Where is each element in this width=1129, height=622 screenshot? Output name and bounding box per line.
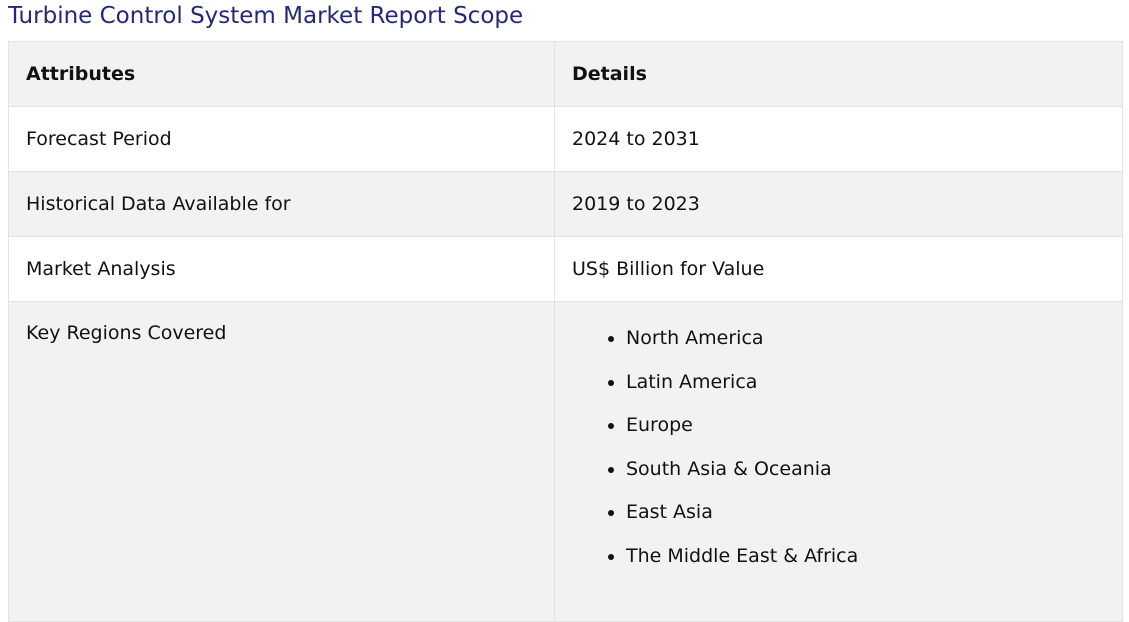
column-header-attributes: Attributes	[8, 41, 555, 107]
page-title: Turbine Control System Market Report Sco…	[8, 3, 524, 29]
table-row: Market Analysis US$ Billion for Value	[8, 236, 1123, 302]
detail-cell: North America Latin America Europe South…	[554, 301, 1123, 622]
region-list-item: East Asia	[626, 501, 1105, 524]
region-list-item: North America	[626, 327, 1105, 350]
detail-cell: 2019 to 2023	[554, 171, 1123, 237]
table-header-row: Attributes Details	[8, 41, 1123, 107]
attribute-cell: Forecast Period	[8, 106, 555, 172]
column-header-details: Details	[554, 41, 1123, 107]
table-row: Historical Data Available for 2019 to 20…	[8, 171, 1123, 237]
table-row-regions: Key Regions Covered North America Latin …	[8, 301, 1123, 622]
attribute-cell: Key Regions Covered	[8, 301, 555, 622]
report-scope-table: Attributes Details Forecast Period 2024 …	[8, 41, 1123, 622]
regions-list: North America Latin America Europe South…	[572, 322, 1105, 568]
region-list-item: South Asia & Oceania	[626, 458, 1105, 481]
table-row: Forecast Period 2024 to 2031	[8, 106, 1123, 172]
region-list-item: Europe	[626, 414, 1105, 437]
attribute-cell: Market Analysis	[8, 236, 555, 302]
detail-cell: 2024 to 2031	[554, 106, 1123, 172]
detail-cell: US$ Billion for Value	[554, 236, 1123, 302]
region-list-item: Latin America	[626, 371, 1105, 394]
region-list-item: The Middle East & Africa	[626, 545, 1105, 568]
attribute-cell: Historical Data Available for	[8, 171, 555, 237]
